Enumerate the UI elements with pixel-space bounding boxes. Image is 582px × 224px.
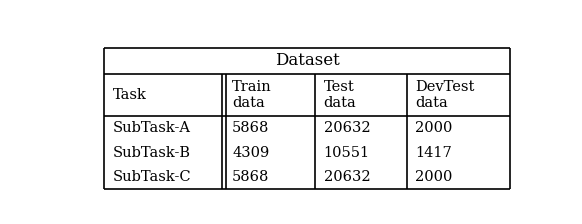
Text: Task: Task [112, 88, 146, 102]
Text: SubTask-C: SubTask-C [112, 170, 191, 184]
Text: Train
data: Train data [232, 80, 272, 110]
Text: 5868: 5868 [232, 170, 269, 184]
Text: SubTask-A: SubTask-A [112, 121, 190, 135]
Text: 1417: 1417 [415, 146, 452, 160]
Text: Test
data: Test data [324, 80, 356, 110]
Text: 2000: 2000 [415, 121, 452, 135]
Text: 5868: 5868 [232, 121, 269, 135]
Text: 4309: 4309 [232, 146, 269, 160]
Text: 20632: 20632 [324, 170, 370, 184]
Text: 10551: 10551 [324, 146, 370, 160]
Text: 20632: 20632 [324, 121, 370, 135]
Text: DevTest
data: DevTest data [415, 80, 474, 110]
Text: 2000: 2000 [415, 170, 452, 184]
Text: SubTask-B: SubTask-B [112, 146, 190, 160]
Text: Dataset: Dataset [275, 52, 340, 69]
